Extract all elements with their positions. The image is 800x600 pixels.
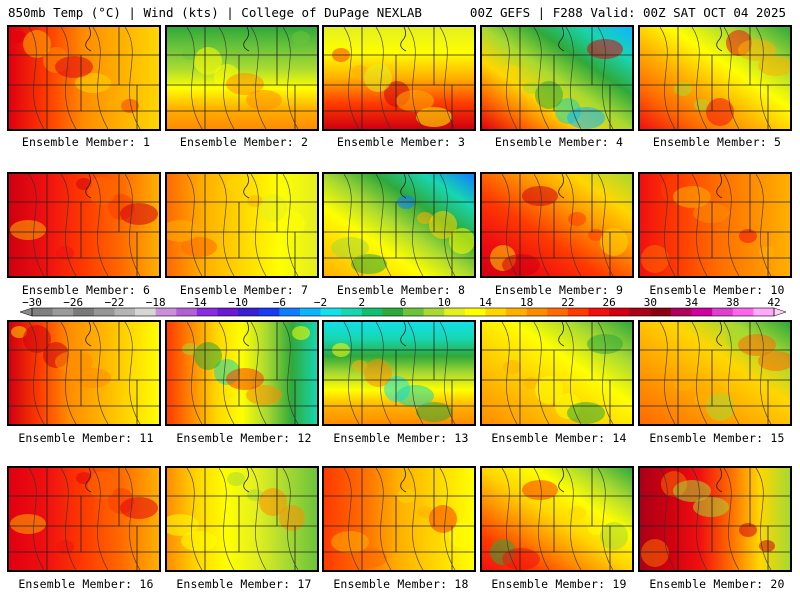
colorbar-swatch [320, 308, 342, 316]
ensemble-panel-2[interactable] [165, 25, 319, 131]
colorbar-swatch [341, 308, 363, 316]
colorbar-swatch [444, 308, 466, 316]
ensemble-member-label: Ensemble Member: 9 [494, 283, 624, 297]
ensemble-panel-8[interactable] [322, 172, 476, 278]
colorbar-tick-label: 26 [602, 296, 615, 309]
ensemble-member-label: Ensemble Member: 5 [652, 135, 782, 149]
ensemble-member-label: Ensemble Member: 18 [333, 577, 469, 591]
colorbar-swatch [73, 308, 95, 316]
ensemble-member-label: Ensemble Member: 12 [176, 431, 312, 445]
ensemble-panel-18[interactable] [322, 466, 476, 572]
ensemble-member-label: Ensemble Member: 19 [491, 577, 627, 591]
ensemble-member-label: Ensemble Member: 15 [649, 431, 785, 445]
ensemble-panel-15[interactable] [638, 320, 792, 426]
colorbar-tick-label: −22 [105, 296, 125, 309]
ensemble-panel-5[interactable] [638, 25, 792, 131]
colorbar-tick-label: −30 [22, 296, 42, 309]
colorbar-tick-label: 2 [358, 296, 365, 309]
colorbar-tick-label: 30 [644, 296, 657, 309]
colorbar-tick-label: 34 [685, 296, 699, 309]
colorbar-swatch [196, 308, 218, 316]
ensemble-panel-11[interactable] [7, 320, 161, 426]
colorbar-tick-label: 14 [479, 296, 493, 309]
colorbar-tick-label: −26 [63, 296, 83, 309]
ensemble-member-label: Ensemble Member: 20 [649, 577, 785, 591]
ensemble-panel-4[interactable] [480, 25, 634, 131]
ensemble-member-label: Ensemble Member: 3 [336, 135, 466, 149]
colorbar-swatch [526, 308, 548, 316]
ensemble-panel-19[interactable] [480, 466, 634, 572]
ensemble-panel-14[interactable] [480, 320, 634, 426]
ensemble-member-label: Ensemble Member: 7 [179, 283, 309, 297]
colorbar-swatch [609, 308, 631, 316]
ensemble-member-label: Ensemble Member: 10 [649, 283, 785, 297]
ensemble-member-label: Ensemble Member: 8 [336, 283, 466, 297]
colorbar-swatch [258, 308, 280, 316]
colorbar-swatch [464, 308, 486, 316]
colorbar-swatch [114, 308, 136, 316]
colorbar-swatch [567, 308, 589, 316]
colorbar-tick-label: −10 [228, 296, 248, 309]
ensemble-panel-7[interactable] [165, 172, 319, 278]
ensemble-member-label: Ensemble Member: 11 [18, 431, 154, 445]
map-title: 850mb Temp (°C) | Wind (kts) | College o… [8, 5, 422, 20]
ensemble-member-label: Ensemble Member: 13 [333, 431, 469, 445]
colorbar-swatch [506, 308, 528, 316]
ensemble-panel-12[interactable] [165, 320, 319, 426]
colorbar-tick-label: 38 [726, 296, 739, 309]
ensemble-member-label: Ensemble Member: 1 [21, 135, 151, 149]
ensemble-member-label: Ensemble Member: 14 [491, 431, 627, 445]
colorbar-swatch [629, 308, 651, 316]
colorbar-swatch [176, 308, 198, 316]
run-valid-time: 00Z GEFS | F288 Valid: 00Z SAT OCT 04 20… [469, 5, 786, 20]
ensemble-panel-6[interactable] [7, 172, 161, 278]
ensemble-panel-13[interactable] [322, 320, 476, 426]
colorbar-swatch [588, 308, 610, 316]
colorbar-swatch [423, 308, 445, 316]
colorbar-swatch [712, 308, 734, 316]
ensemble-panel-10[interactable] [638, 172, 792, 278]
colorbar-swatch [135, 308, 157, 316]
colorbar-swatch [52, 308, 74, 316]
colorbar-swatch [217, 308, 239, 316]
colorbar-tick-label: 42 [767, 296, 780, 309]
colorbar-swatch [753, 308, 775, 316]
ensemble-member-label: Ensemble Member: 17 [176, 577, 312, 591]
ensemble-member-label: Ensemble Member: 16 [18, 577, 154, 591]
colorbar-swatch [299, 308, 321, 316]
colorbar-swatch [403, 308, 425, 316]
colorbar-swatch [485, 308, 507, 316]
ensemble-panel-20[interactable] [638, 466, 792, 572]
colorbar-swatch [650, 308, 672, 316]
ensemble-member-label: Ensemble Member: 4 [494, 135, 624, 149]
colorbar-tick-label: 6 [400, 296, 407, 309]
ensemble-panel-1[interactable] [7, 25, 161, 131]
ensemble-panel-17[interactable] [165, 466, 319, 572]
colorbar-tick-label: −18 [146, 296, 166, 309]
colorbar-swatch [93, 308, 115, 316]
ensemble-panel-3[interactable] [322, 25, 476, 131]
colorbar-swatch [361, 308, 383, 316]
ensemble-panel-9[interactable] [480, 172, 634, 278]
colorbar-tick-label: −6 [273, 296, 286, 309]
ensemble-member-label: Ensemble Member: 6 [21, 283, 151, 297]
colorbar-tick-label: −14 [187, 296, 207, 309]
colorbar-tick-label: −2 [314, 296, 327, 309]
colorbar-swatch [238, 308, 260, 316]
colorbar-tick-label: 10 [438, 296, 451, 309]
colorbar-swatch [382, 308, 404, 316]
ensemble-member-label: Ensemble Member: 2 [179, 135, 309, 149]
temperature-colorbar: −30 −26 −22 −18 −14 −10 −6 −2 2 6 10 14 18 22 26 30 34 38… [20, 296, 786, 317]
colorbar-tick-label: 22 [561, 296, 574, 309]
colorbar-swatch [279, 308, 301, 316]
colorbar-swatch [32, 308, 54, 316]
colorbar-swatch [155, 308, 177, 316]
colorbar-swatch [691, 308, 713, 316]
colorbar-tick-label: 18 [520, 296, 533, 309]
colorbar-swatch [670, 308, 692, 316]
ensemble-panel-16[interactable] [7, 466, 161, 572]
colorbar-swatch [732, 308, 754, 316]
colorbar-swatch [547, 308, 569, 316]
